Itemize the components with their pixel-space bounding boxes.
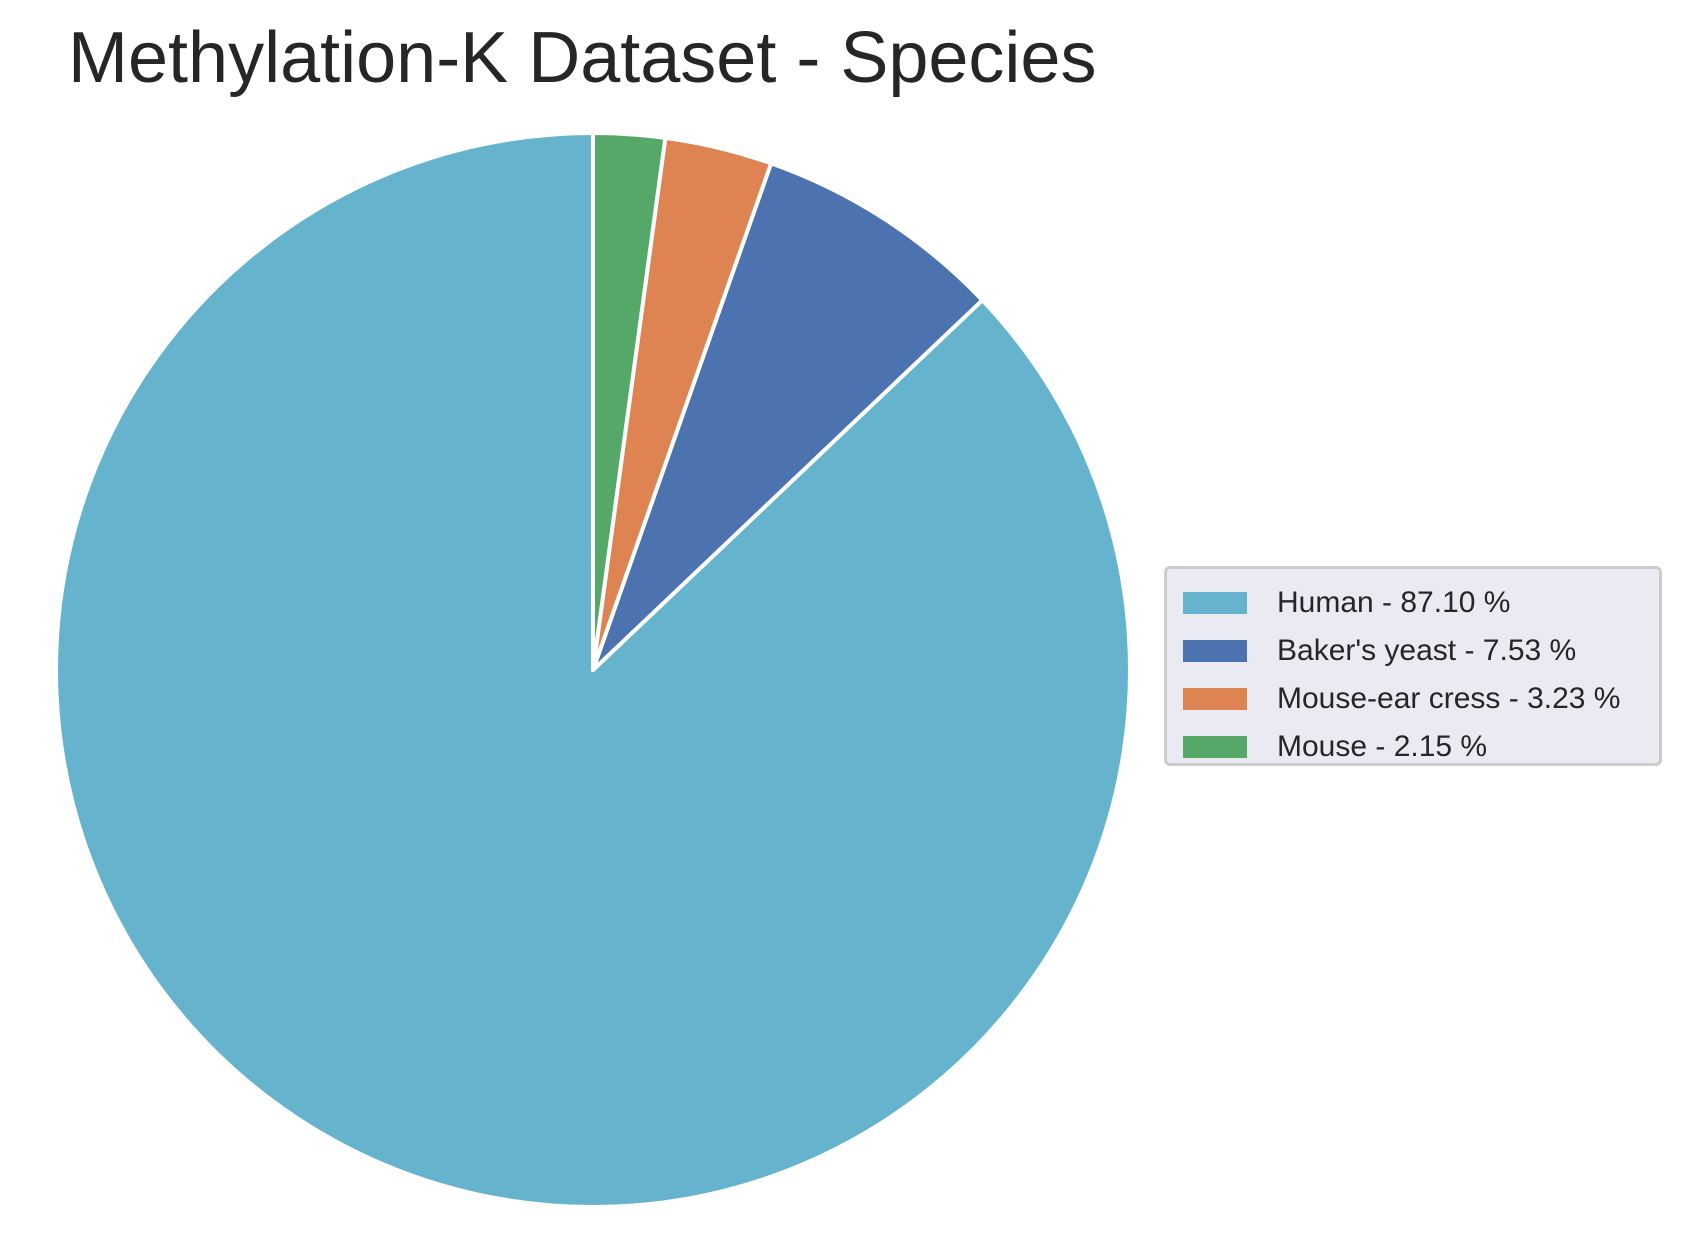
legend-item-human: Human - 87.10 % (1167, 579, 1659, 627)
legend-swatch-mouse (1183, 736, 1247, 758)
legend-item-bakers-yeast: Baker's yeast - 7.53 % (1167, 627, 1659, 675)
legend-label-bakers-yeast: Baker's yeast - 7.53 % (1277, 634, 1577, 667)
legend-label-human: Human - 87.10 % (1277, 586, 1511, 619)
legend-item-mouse: Mouse - 2.15 % (1167, 723, 1659, 771)
legend-label-mouse-ear-cress: Mouse-ear cress - 3.23 % (1277, 682, 1621, 715)
legend-swatch-mouse-ear-cress (1183, 688, 1247, 710)
legend-swatch-bakers-yeast (1183, 640, 1247, 662)
legend-item-mouse-ear-cress: Mouse-ear cress - 3.23 % (1167, 675, 1659, 723)
chart-title: Methylation-K Dataset - Species (68, 18, 1097, 98)
legend-label-mouse: Mouse - 2.15 % (1277, 730, 1488, 763)
legend-swatch-human (1183, 592, 1247, 614)
pie-slice-bakers-yeast (591, 161, 985, 672)
pie-slice-mouse (591, 131, 668, 672)
legend: Human - 87.10 % Baker's yeast - 7.53 % M… (1164, 566, 1662, 766)
